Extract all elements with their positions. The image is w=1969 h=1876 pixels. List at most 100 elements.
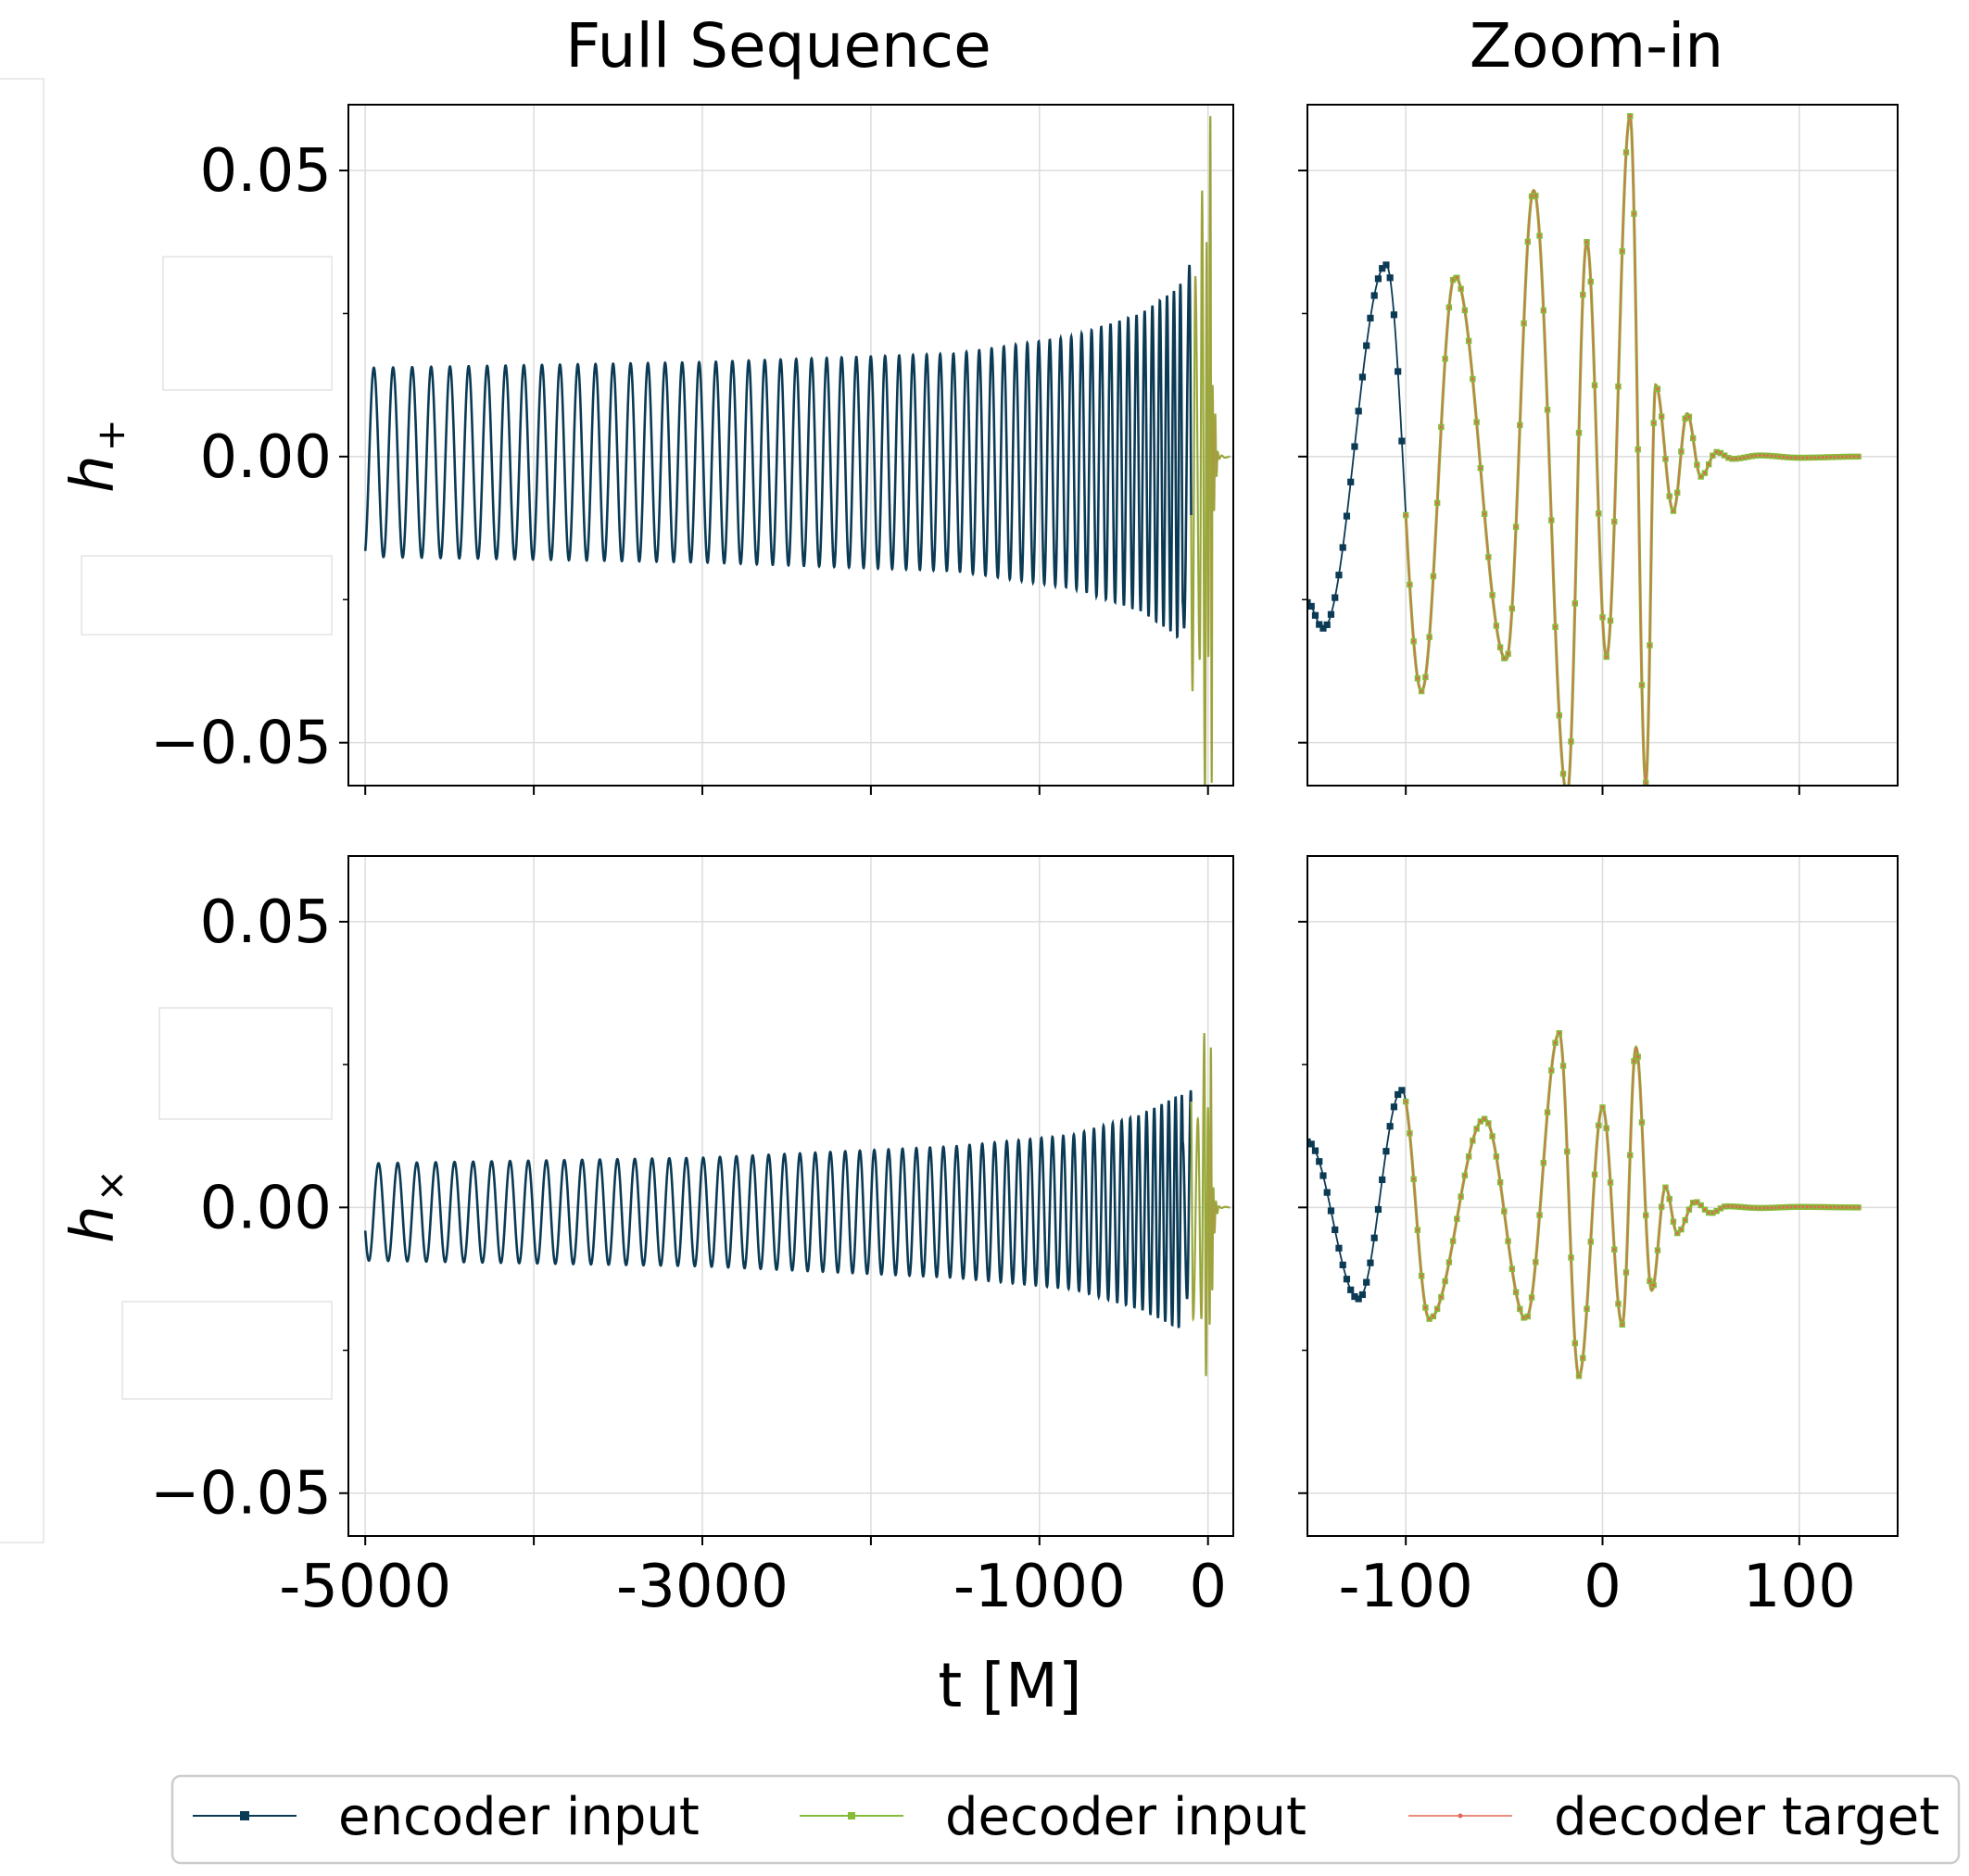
point-decoder-target (1581, 1356, 1584, 1360)
point-decoder-target (1573, 601, 1577, 605)
point-encoder-input (1307, 1140, 1315, 1148)
point-decoder-target (1695, 1201, 1699, 1204)
point-decoder-target (1652, 1283, 1656, 1287)
x-tick-label: -100 (1339, 1553, 1473, 1621)
point-decoder-target (1833, 455, 1836, 459)
point-decoder-target (1444, 1279, 1447, 1283)
point-decoder-target (1652, 422, 1656, 425)
point-decoder-target (1451, 1240, 1455, 1243)
point-decoder-target (1584, 240, 1589, 244)
point-decoder-input (1564, 791, 1570, 797)
point-decoder-target (1521, 321, 1526, 325)
point-decoder-target (1829, 1205, 1833, 1209)
point-decoder-target (1593, 1173, 1597, 1177)
point-decoder-target (1534, 1260, 1537, 1264)
point-encoder-input (1335, 572, 1343, 579)
point-encoder-input (1398, 1087, 1406, 1094)
point-decoder-target (1805, 456, 1809, 460)
point-encoder-input (1307, 602, 1315, 611)
point-decoder-target (1766, 1206, 1770, 1210)
point-decoder-target (1770, 454, 1773, 458)
point-decoder-target (1703, 1208, 1707, 1212)
point-decoder-target (1735, 1204, 1738, 1209)
point-decoder-target (1467, 1154, 1470, 1158)
point-decoder-target (1407, 1131, 1412, 1135)
point-decoder-target (1412, 639, 1416, 643)
point-decoder-target (1423, 1305, 1427, 1309)
point-decoder-target (1817, 1205, 1821, 1209)
point-decoder-target (1483, 1117, 1486, 1121)
point-decoder-target (1821, 1205, 1824, 1209)
point-encoder-input (1343, 512, 1351, 520)
point-decoder-target (1432, 1315, 1435, 1318)
point-decoder-target (1813, 456, 1817, 460)
point-encoder-input (1335, 1244, 1343, 1252)
y-tick-label: 0.05 (200, 137, 333, 206)
legend-label-decoder-input: decoder input (945, 1787, 1306, 1847)
point-decoder-target (1687, 1208, 1691, 1212)
point-encoder-input (1323, 621, 1331, 628)
point-decoder-target (1840, 455, 1845, 459)
x-tick-label: 0 (1584, 1553, 1622, 1621)
point-decoder-target (1778, 455, 1782, 459)
point-decoder-target (1644, 781, 1647, 785)
point-encoder-input (1386, 1123, 1394, 1130)
point-decoder-target (1750, 454, 1754, 458)
point-decoder-target (1856, 455, 1861, 459)
legend-swatch-decoder-input-marker (848, 1812, 855, 1819)
curves (363, 116, 1231, 786)
x-tick-label: -5000 (279, 1553, 451, 1621)
point-decoder-target (1600, 615, 1605, 619)
point-decoder-target (1577, 1374, 1581, 1378)
column-title-zoom-in: Zoom-in (1470, 10, 1723, 82)
point-decoder-target (1609, 619, 1612, 623)
point-decoder-target (1684, 1218, 1687, 1222)
y-axis-label-subscript: + (88, 419, 133, 451)
point-encoder-input (1379, 265, 1386, 272)
point-decoder-target (1463, 1174, 1467, 1177)
point-decoder-target (1801, 456, 1805, 460)
point-decoder-target (1770, 1206, 1773, 1210)
point-encoder-input (1382, 261, 1390, 269)
point-encoder-input (1327, 1207, 1335, 1215)
point-decoder-target (1605, 655, 1609, 659)
point-encoder-input (1351, 1292, 1358, 1301)
point-decoder-target (1435, 1307, 1439, 1311)
point-decoder-target (1798, 1205, 1801, 1209)
point-decoder-target (1738, 1205, 1742, 1209)
point-decoder-target (1624, 1270, 1628, 1275)
point-decoder-target (1589, 1240, 1593, 1243)
series-line-encoder-input (363, 264, 1193, 639)
point-decoder-target (1597, 511, 1600, 515)
point-decoder-target (1710, 454, 1715, 458)
point-encoder-input (1398, 437, 1406, 445)
point-decoder-target (1495, 623, 1498, 628)
point-decoder-target (1684, 417, 1687, 421)
point-encoder-input (1311, 611, 1319, 619)
point-encoder-input (1327, 611, 1335, 618)
point-decoder-target (1829, 455, 1833, 460)
point-encoder-input (1323, 1189, 1331, 1196)
point-decoder-target (1416, 676, 1420, 680)
point-decoder-target (1455, 276, 1458, 280)
legend-frame (170, 1774, 1961, 1865)
point-decoder-target (1584, 1307, 1589, 1311)
point-decoder-target (1782, 1205, 1786, 1209)
panel-h-cross-zoom: -100 0 100 (1298, 855, 1899, 1621)
point-encoder-input (1347, 478, 1355, 485)
point-encoder-input (1316, 621, 1323, 628)
point-decoder-target (1609, 1180, 1612, 1184)
point-decoder-target (1420, 1274, 1423, 1278)
point-decoder-target (1605, 1127, 1609, 1130)
point-decoder-target (1675, 1231, 1679, 1235)
panels: −0.05 0.00 0.05 −0.05 0.00 0.05 -5000 -3000 -100… (150, 104, 1899, 1621)
point-decoder-target (1444, 357, 1447, 360)
legend-label-encoder-input: encoder input (338, 1787, 700, 1847)
point-decoder-target (1451, 278, 1455, 282)
point-decoder-target (1612, 520, 1616, 523)
point-encoder-input (1307, 598, 1311, 606)
point-decoder-target (1699, 1203, 1703, 1207)
point-decoder-target (1672, 509, 1675, 513)
point-decoder-target (1849, 1205, 1852, 1209)
point-decoder-target (1801, 1205, 1805, 1209)
